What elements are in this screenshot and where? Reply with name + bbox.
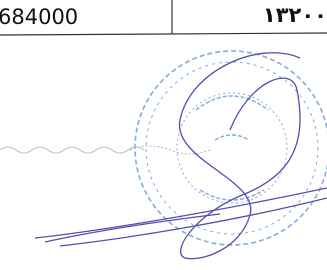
paper <box>0 0 327 270</box>
amount-right: ۱۳۲۰۰ <box>263 3 327 27</box>
page: 684000 ۱۳۲۰۰ (() => { const data = JSON.… <box>0 0 327 270</box>
scan: 684000 ۱۳۲۰۰ <box>0 0 327 270</box>
amount-left: 684000 <box>0 5 78 29</box>
